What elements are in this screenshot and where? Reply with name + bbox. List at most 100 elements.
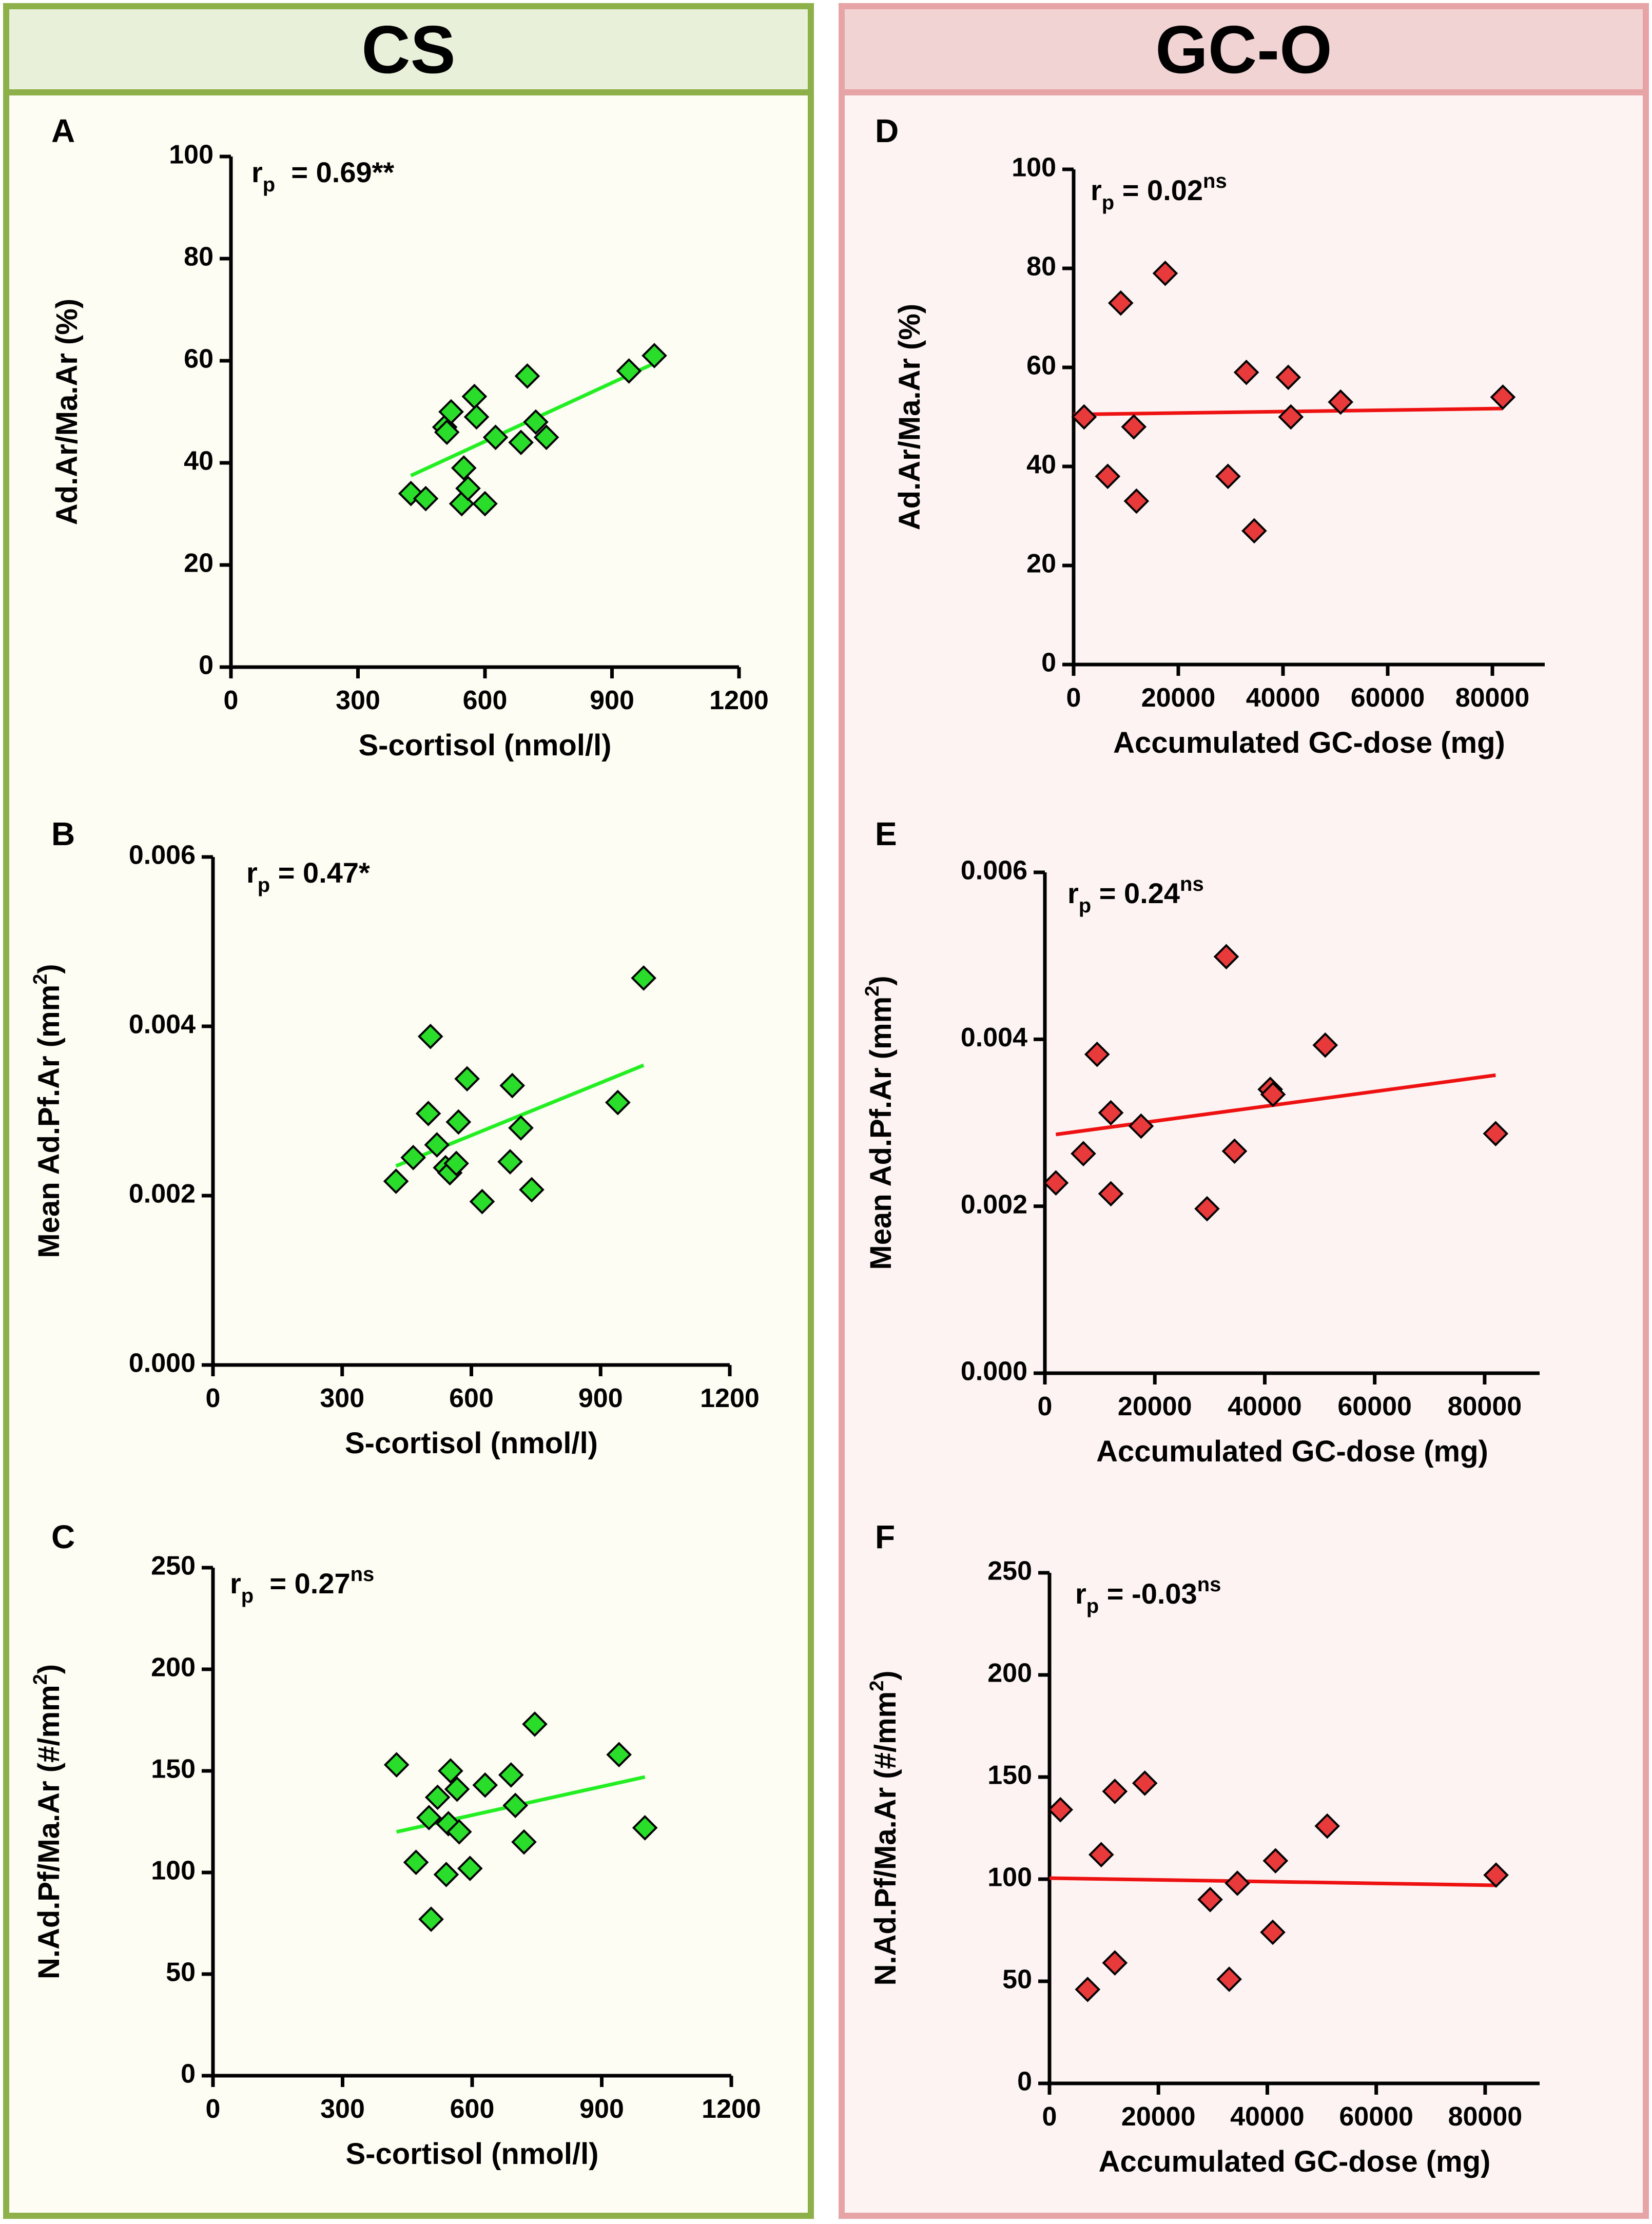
chart-e-regression-line bbox=[1055, 1073, 1496, 1137]
chart-f-data-point bbox=[1102, 1950, 1128, 1976]
chart-b-x-tick-label: 0 bbox=[206, 1383, 221, 1413]
chart-f-y-tick-label: 250 bbox=[987, 1556, 1032, 1586]
chart-f-x-tick-label: 20000 bbox=[1121, 2102, 1196, 2132]
chart-d-x-tick-label: 20000 bbox=[1141, 683, 1216, 713]
chart-d-data-point bbox=[1095, 463, 1121, 490]
cs-panel-title: CS bbox=[9, 9, 808, 95]
chart-f-data-point bbox=[1102, 1779, 1128, 1804]
chart-a-x-tick-label: 900 bbox=[590, 686, 634, 715]
chart-f: F 0 20000 40000 60000 80000 0 50 100 150 200 250 Acc… bbox=[866, 1518, 1540, 2178]
chart-c-y-tick-label: 0 bbox=[181, 2059, 196, 2089]
chart-f-y-tick-label: 100 bbox=[987, 1863, 1032, 1893]
chart-a-x-tick-label: 600 bbox=[463, 686, 508, 715]
chart-f-x-tick-label: 60000 bbox=[1339, 2102, 1413, 2132]
chart-d-y-label: Ad.Ar/Ma.Ar (%) bbox=[893, 304, 926, 530]
chart-c-data-point bbox=[522, 1711, 548, 1737]
chart-f-x-tick-label: 40000 bbox=[1230, 2102, 1305, 2132]
chart-a-data-point bbox=[463, 404, 490, 430]
chart-d: D 0 20000 40000 60000 80000 0 20 40 60 80 100 Accumu… bbox=[875, 112, 1545, 759]
chart-c-data-point bbox=[606, 1742, 632, 1768]
chart-d-data-point bbox=[1233, 359, 1259, 385]
chart-d-y-tick-label: 20 bbox=[1026, 549, 1056, 579]
chart-b-data-point bbox=[497, 1149, 523, 1175]
chart-c-correlation-annotation: rp = 0.27ns bbox=[230, 1563, 374, 1607]
chart-c-data-point bbox=[433, 1862, 459, 1887]
chart-e-x-tick-label: 40000 bbox=[1228, 1392, 1302, 1421]
chart-b-correlation-annotation: rp = 0.47* bbox=[246, 856, 370, 896]
chart-b-x-tick-label: 300 bbox=[320, 1383, 364, 1413]
chart-d-y-tick-label: 80 bbox=[1026, 252, 1056, 282]
chart-a-data-point bbox=[472, 491, 498, 517]
chart-b-data-point bbox=[424, 1132, 450, 1158]
chart-f-data-point bbox=[1075, 1977, 1101, 2002]
chart-f-data-point bbox=[1088, 1842, 1114, 1868]
chart-e-data-point bbox=[1213, 944, 1239, 970]
chart-b-x-tick-label: 1200 bbox=[700, 1383, 760, 1413]
chart-f-data-point bbox=[1260, 1919, 1286, 1945]
chart-a-data-point bbox=[461, 383, 488, 409]
chart-d-y-tick-label: 60 bbox=[1026, 351, 1056, 381]
chart-f-regression-line bbox=[1049, 1876, 1496, 1887]
chart-e-x-tick-label: 20000 bbox=[1118, 1392, 1192, 1421]
chart-a-data-point bbox=[616, 358, 642, 384]
chart-f-data-point bbox=[1197, 1886, 1223, 1913]
chart-d-x-tick-label: 40000 bbox=[1246, 683, 1320, 713]
chart-c-x-tick-label: 0 bbox=[206, 2094, 221, 2124]
chart-c-data-point bbox=[424, 1784, 451, 1810]
chart-c-x-tick-label: 1200 bbox=[702, 2094, 761, 2124]
chart-d-y-tick-label: 100 bbox=[1012, 153, 1056, 183]
chart-d-y-tick-label: 40 bbox=[1026, 450, 1056, 480]
chart-f-x-tick-label: 0 bbox=[1042, 2102, 1057, 2132]
chart-c-data-point bbox=[511, 1829, 537, 1855]
gco-panel-title: GC-O bbox=[845, 9, 1643, 95]
chart-c-y-label: N.Ad.Pf/Ma.Ar (#/mm2) bbox=[30, 1664, 66, 1979]
chart-c-data-point bbox=[457, 1856, 483, 1881]
chart-c-data-point bbox=[403, 1849, 429, 1876]
chart-b-data-point bbox=[519, 1177, 545, 1203]
chart-b-data-point bbox=[400, 1144, 426, 1170]
chart-d-data-point bbox=[1241, 518, 1267, 544]
chart-c-panel-label: C bbox=[51, 1518, 75, 1555]
chart-a-correlation-annotation: rp = 0.69** bbox=[251, 156, 394, 196]
chart-c-data-point bbox=[632, 1815, 658, 1841]
chart-e-x-tick-label: 0 bbox=[1038, 1392, 1053, 1421]
chart-a-data-point bbox=[514, 363, 540, 389]
chart-f-data-point bbox=[1047, 1797, 1074, 1823]
chart-e-panel-label: E bbox=[875, 815, 897, 852]
chart-f-panel-label: F bbox=[875, 1518, 895, 1555]
chart-b-data-point bbox=[443, 1150, 469, 1177]
chart-a-data-point bbox=[523, 409, 549, 435]
chart-b-data-point bbox=[499, 1072, 526, 1099]
chart-c-y-tick-label: 150 bbox=[151, 1754, 196, 1784]
chart-e-x-tick-label: 60000 bbox=[1337, 1392, 1412, 1421]
chart-b-y-tick-label: 0.006 bbox=[129, 841, 196, 870]
chart-e-correlation-annotation: rp = 0.24ns bbox=[1067, 873, 1204, 917]
chart-a-panel-label: A bbox=[51, 112, 75, 149]
chart-c-y-tick-label: 100 bbox=[151, 1856, 196, 1886]
chart-a-y-tick-label: 60 bbox=[184, 344, 213, 374]
chart-a-y-tick-label: 80 bbox=[184, 242, 213, 272]
chart-f-x-label: Accumulated GC-dose (mg) bbox=[1099, 2145, 1491, 2178]
chart-c-y-tick-label: 250 bbox=[151, 1551, 196, 1581]
chart-f-data-point bbox=[1225, 1870, 1250, 1896]
chart-e-y-tick-label: 0.006 bbox=[961, 856, 1027, 886]
chart-a-y-tick-label: 20 bbox=[184, 549, 213, 578]
chart-d-correlation-annotation: rp = 0.02ns bbox=[1091, 170, 1227, 214]
chart-f-data-point bbox=[1262, 1848, 1289, 1874]
chart-a-data-point bbox=[413, 485, 439, 512]
chart-d-data-point bbox=[1328, 389, 1354, 415]
chart-a-y-tick-label: 100 bbox=[169, 140, 213, 170]
chart-c-x-tick-label: 900 bbox=[579, 2094, 624, 2124]
chart-a-data-point bbox=[434, 419, 460, 445]
chart-d-data-point bbox=[1275, 364, 1301, 391]
chart-d-data-point bbox=[1121, 414, 1147, 440]
chart-b-y-label: Mean Ad.Pf.Ar (mm2) bbox=[30, 964, 66, 1258]
chart-d-x-tick-label: 80000 bbox=[1455, 683, 1530, 713]
chart-c-data-point bbox=[472, 1772, 498, 1798]
chart-a-x-tick-label: 300 bbox=[336, 686, 380, 715]
chart-e-data-point bbox=[1128, 1113, 1154, 1139]
chart-a-x-tick-label: 1200 bbox=[709, 686, 769, 715]
chart-e-data-point bbox=[1312, 1032, 1338, 1058]
chart-a-y-label: Ad.Ar/Ma.Ar (%) bbox=[50, 299, 84, 525]
chart-a-data-point bbox=[508, 430, 534, 456]
